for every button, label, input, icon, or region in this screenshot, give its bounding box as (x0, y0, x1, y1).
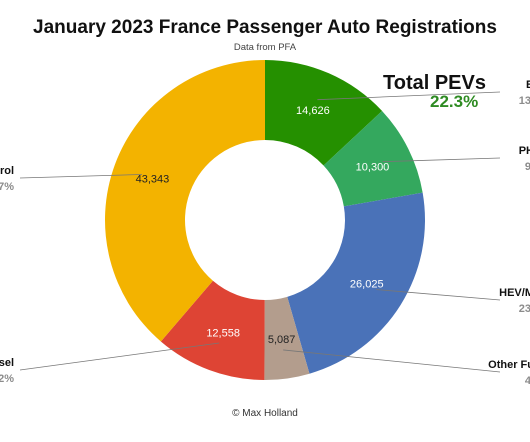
slice-bev (265, 60, 383, 166)
category-label-other-fuels: Other Fu (488, 359, 530, 371)
slice-value-diesel: 12,558 (206, 327, 240, 339)
slice-value-petrol: 43,343 (136, 173, 170, 185)
slice-category-labels: B 13. PH 9. HEV/M 23. Other Fu 4. sel 2% rol 7% (0, 79, 530, 387)
credit-text: © Max Holland (232, 408, 298, 419)
slice-phev (323, 110, 423, 207)
total-pevs-value: 22.3% (430, 92, 479, 111)
leader-diesel (19, 342, 220, 371)
slice-petrol (105, 60, 265, 342)
slice-value-phev: 10,300 (356, 162, 390, 174)
leader-bev (317, 91, 501, 101)
category-label-hev-mhev: HEV/M (499, 287, 530, 299)
slice-other-fuels (264, 296, 310, 380)
leader-lines (19, 91, 501, 373)
category-label-bev: B (526, 79, 530, 91)
slice-diesel (160, 280, 265, 380)
donut-slices (105, 60, 426, 380)
percent-label-diesel: 2% (0, 373, 14, 385)
leader-other-fuels (283, 349, 501, 373)
slice-hev-mhev (287, 192, 426, 374)
category-label-diesel: sel (0, 357, 14, 369)
percent-label-hev-mhev: 23. (519, 303, 530, 315)
slice-value-other-fuels: 5,087 (268, 334, 296, 346)
percent-label-other-fuels: 4. (525, 375, 530, 387)
percent-label-petrol: 7% (0, 181, 14, 193)
total-pevs-label: Total PEVs (383, 72, 486, 94)
category-label-phev: PH (519, 145, 530, 157)
slice-value-labels: 14,626 10,300 26,025 5,087 12,558 43,343 (136, 105, 390, 346)
slice-value-bev: 14,626 (296, 105, 330, 117)
percent-label-bev: 13. (519, 95, 530, 107)
category-label-petrol: rol (0, 165, 14, 177)
leader-phev (382, 157, 501, 163)
leader-hev-mhev (376, 289, 501, 301)
percent-label-phev: 9. (525, 161, 530, 173)
leader-petrol (19, 174, 142, 179)
slice-value-hev-mhev: 26,025 (350, 279, 384, 291)
chart-subtitle: Data from PFA (233, 42, 297, 53)
chart-title: January 2023 France Passenger Auto Regis… (33, 17, 497, 38)
